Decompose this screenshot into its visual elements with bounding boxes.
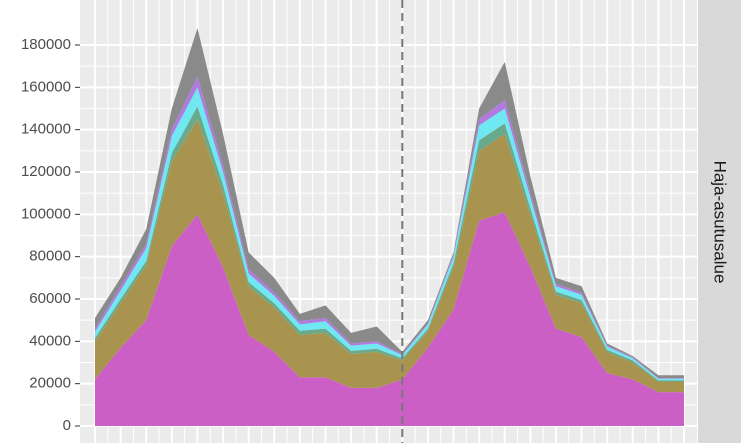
y-tick-label: 140000 — [21, 121, 71, 138]
area — [95, 212, 684, 426]
y-tick-label: 60000 — [29, 290, 71, 307]
area — [95, 119, 684, 393]
y-tick-label: 20000 — [29, 375, 71, 392]
y-tick-label: 160000 — [21, 78, 71, 95]
y-tick-label: 120000 — [21, 163, 71, 180]
y-tick-label: 180000 — [21, 36, 71, 53]
y-tick-label: 0 — [63, 417, 71, 434]
y-tick-label: 80000 — [29, 248, 71, 265]
facet-label: Haja-asutusalue — [711, 161, 730, 284]
y-tick-label: 100000 — [21, 205, 71, 222]
y-tick-label: 40000 — [29, 332, 71, 349]
facet-strip — [698, 0, 741, 443]
